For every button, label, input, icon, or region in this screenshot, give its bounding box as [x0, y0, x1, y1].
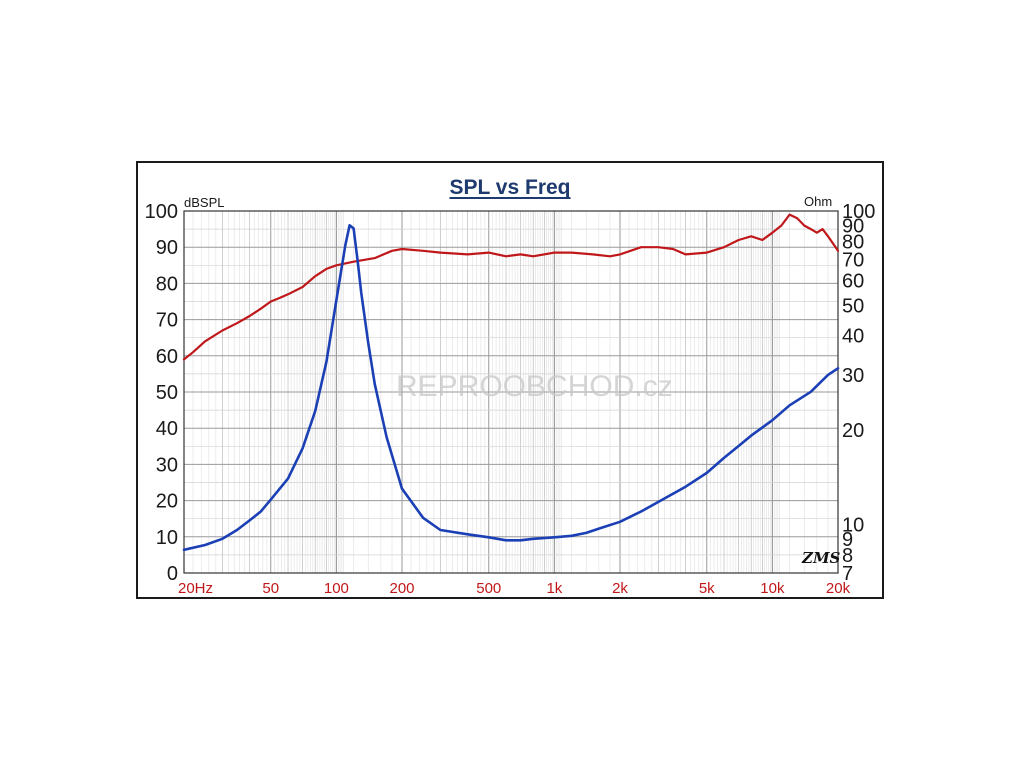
chart-title: SPL vs Freq: [450, 176, 571, 199]
y-right-tick-label: 80: [842, 231, 864, 253]
y-left-ticks: 0 10 20 30 40 50 60 70 80 90 100: [145, 201, 178, 585]
x-tick-label: 10k: [760, 580, 785, 597]
y-left-tick-label: 10: [156, 527, 178, 549]
x-tick-label: 5k: [699, 580, 715, 597]
y-left-tick-label: 90: [156, 237, 178, 259]
y-left-tick-label: 0: [167, 563, 178, 585]
y-right-tick-label: 60: [842, 271, 864, 293]
zms-logo: ZMS: [801, 549, 841, 567]
impedance-series-line: [182, 224, 840, 552]
y-left-tick-label: 80: [156, 273, 178, 295]
x-tick-label: 500: [476, 580, 501, 597]
y-right-tick-label: 70: [842, 250, 864, 272]
x-tick-label: 50: [262, 580, 279, 597]
y-right-tick-label: 40: [842, 326, 864, 348]
y-left-axis-label: dBSPL: [184, 195, 224, 210]
spl-impedance-chart: SPL vs Freq dBSPL Ohm REPROOBCHOD.cz 0 10…: [145, 176, 876, 597]
grid: [183, 210, 839, 574]
x-tick-label: 20k: [826, 580, 851, 597]
watermark: REPROOBCHOD.cz: [396, 370, 673, 403]
y-right-tick-label: 100: [842, 201, 875, 223]
y-right-tick-label: 9: [842, 529, 853, 551]
x-tick-label: 200: [389, 580, 414, 597]
x-tick-label: 1k: [546, 580, 562, 597]
y-right-tick-label: 50: [842, 295, 864, 317]
spl-series-line: [182, 213, 840, 361]
y-left-tick-label: 100: [145, 201, 178, 223]
y-right-tick-label: 10: [842, 514, 864, 536]
y-right-tick-label: 7: [842, 563, 853, 585]
y-right-tick-label: 8: [842, 545, 853, 567]
x-ticks: 20Hz 50 100 200 500 1k 2k 5k 10k 20k: [178, 580, 851, 597]
y-right-tick-label: 20: [842, 420, 864, 442]
y-left-tick-label: 70: [156, 310, 178, 332]
y-right-tick-label: 30: [842, 365, 864, 387]
y-right-axis-label: Ohm: [804, 194, 832, 209]
series-group: [182, 213, 840, 552]
x-tick-label: 2k: [612, 580, 628, 597]
y-left-tick-label: 40: [156, 418, 178, 440]
y-left-tick-label: 20: [156, 491, 178, 513]
y-right-tick-label: 90: [842, 215, 864, 237]
chart-frame: SPL vs Freq dBSPL Ohm REPROOBCHOD.cz 0 10…: [136, 161, 884, 599]
y-left-tick-label: 50: [156, 382, 178, 404]
plot-area-border: [183, 210, 839, 574]
y-left-tick-label: 60: [156, 346, 178, 368]
x-tick-label: 100: [324, 580, 349, 597]
x-tick-label: 20Hz: [178, 580, 213, 597]
y-left-tick-label: 30: [156, 454, 178, 476]
